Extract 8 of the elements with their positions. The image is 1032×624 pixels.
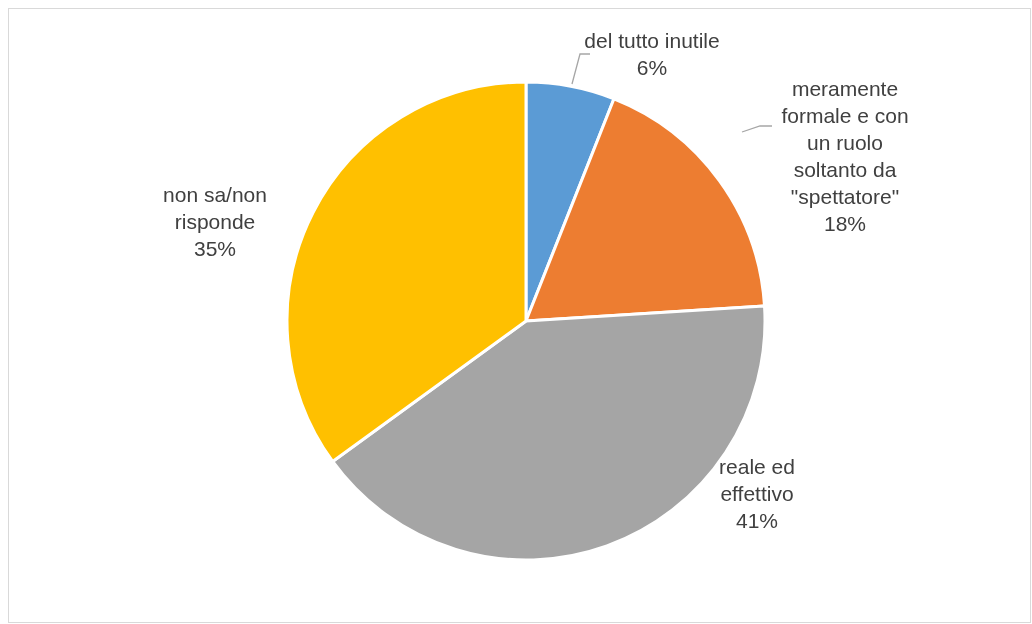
slice-label: reale ed effettivo	[719, 455, 795, 505]
data-label: 35%	[193, 237, 237, 260]
slice-label: non sa/non risponde	[163, 183, 267, 233]
data-label: 41%	[735, 509, 779, 532]
data-label: 18%	[823, 212, 867, 235]
slice-label: del tutto inutile	[584, 29, 720, 52]
data-label: 6%	[636, 56, 668, 79]
slice-label: meramente formale e con un ruolo soltanto da "spettatore"	[781, 77, 909, 208]
